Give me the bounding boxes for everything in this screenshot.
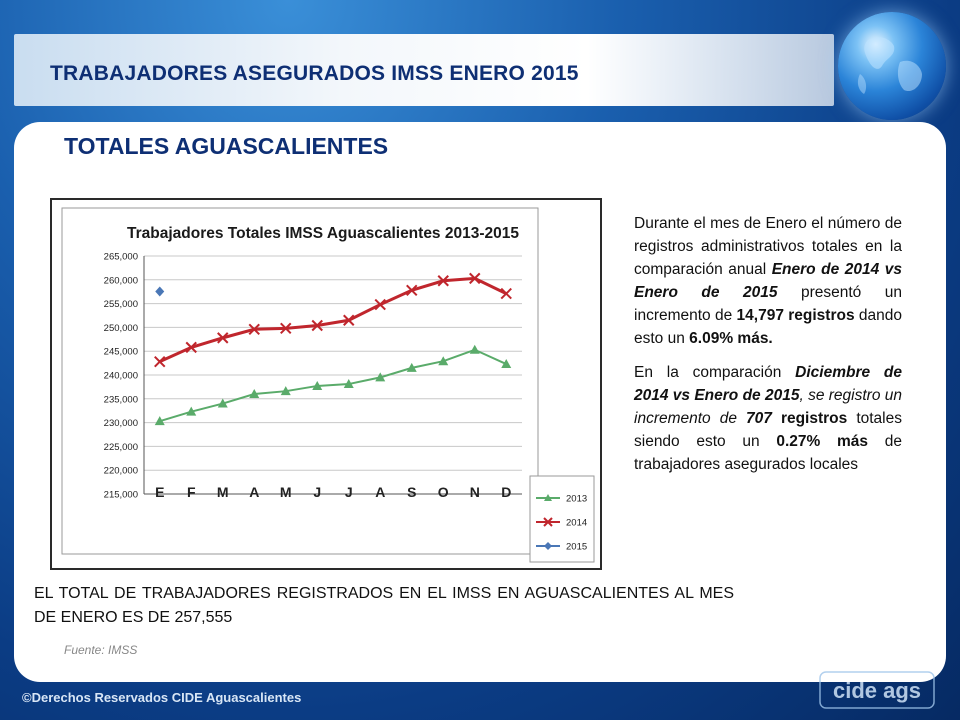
marker-stroke [469,272,481,285]
legend-marker-2014 [543,517,553,527]
x-tick-label: J [313,484,321,500]
data-point-2013 [501,359,512,369]
globe-icon [838,12,946,120]
data-point-2013 [217,398,228,408]
section-title: TOTALES AGUASCALIENTES [64,133,389,159]
x-tick-label: M [280,484,292,500]
x-tick-label: N [470,484,480,500]
cide-logo: cide ags [819,671,935,709]
x-tick-label: M [217,484,229,500]
copyright-footer: ©Derechos Reservados CIDE Aguascalientes [22,690,302,705]
legend-label-2014: 2014 [566,518,587,529]
data-point-2014 [185,341,197,354]
data-point-2013 [438,356,449,366]
y-tick-label: 230,000 [104,418,138,429]
marker-stroke [185,341,197,354]
chart-frame: Trabajadores Totales IMSS Aguascalientes… [50,198,602,570]
header-bar [14,34,834,106]
line-chart: Trabajadores Totales IMSS Aguascalientes… [61,207,595,563]
legend-label-2015: 2015 [566,542,587,553]
y-tick-label: 250,000 [104,323,138,334]
legend-marker-2013 [544,494,552,501]
data-point-2013 [469,344,480,354]
y-tick-label: 255,000 [104,299,138,310]
data-point-2014 [500,287,512,300]
data-point-2014 [469,272,481,285]
data-point-2013 [406,362,417,372]
marker-stroke [343,314,355,326]
page-title: TRABAJADORES ASEGURADOS IMSS ENERO 2015 [50,62,579,85]
x-tick-label: S [407,484,416,500]
logo-text: cide ags [833,678,921,703]
legend-label-2013: 2013 [566,494,587,505]
marker-stroke [374,298,386,311]
data-point-2013 [343,379,354,389]
series-line-2013 [159,348,507,423]
x-tick-label: O [438,484,449,500]
data-point-2013 [186,406,197,416]
x-tick-label: A [375,484,385,500]
y-tick-label: 240,000 [104,371,138,382]
y-tick-label: 260,000 [104,275,138,286]
data-point-2014 [248,323,260,336]
data-point-2014 [154,355,166,368]
x-tick-label: E [155,484,164,500]
legend-marker-2015 [544,542,552,550]
data-point-2014 [311,319,323,332]
marker-stroke [406,284,418,296]
data-point-2014 [343,314,355,326]
marker-stroke [280,322,292,335]
marker-stroke [311,319,323,332]
marker-stroke [437,275,449,287]
analysis-paragraph-1: Durante el mes de Enero el número de reg… [634,215,902,347]
y-tick-label: 220,000 [104,466,138,477]
series-line-2014 [159,276,507,364]
chart-legend: 2013 2014 2015 [529,475,595,563]
chart-title: Trabajadores Totales IMSS Aguascalientes… [127,225,519,242]
y-tick-label: 225,000 [104,442,138,453]
legend-box [529,475,595,563]
data-point-2013 [312,380,323,390]
data-point-2015 [155,286,165,297]
marker-stroke [248,323,260,336]
analysis-paragraph-2: En la comparación Diciembre de 2014 vs E… [634,364,902,473]
y-tick-label: 245,000 [104,347,138,358]
data-point-2014 [280,322,292,335]
x-tick-label: J [345,484,353,500]
data-point-2014 [437,275,449,287]
analysis-text: Durante el mes de Enero el número de reg… [634,212,902,487]
data-point-2013 [154,416,165,426]
x-tick-label: F [187,484,196,500]
marker-stroke [500,287,512,300]
data-point-2014 [374,298,386,311]
marker-stroke [217,332,229,344]
data-point-2013 [375,372,386,382]
y-tick-label: 265,000 [104,252,138,263]
data-point-2014 [217,332,229,344]
data-point-2013 [249,389,260,399]
data-point-2013 [280,386,291,396]
data-point-2014 [406,284,418,296]
source-note: Fuente: IMSS [64,643,138,657]
y-tick-label: 235,000 [104,394,138,405]
marker-stroke [154,355,166,368]
x-tick-label: A [249,484,259,500]
total-statement: EL TOTAL DE TRABAJADORES REGISTRADOS EN … [34,585,734,626]
y-tick-label: 215,000 [104,490,138,501]
x-tick-label: D [501,484,511,500]
